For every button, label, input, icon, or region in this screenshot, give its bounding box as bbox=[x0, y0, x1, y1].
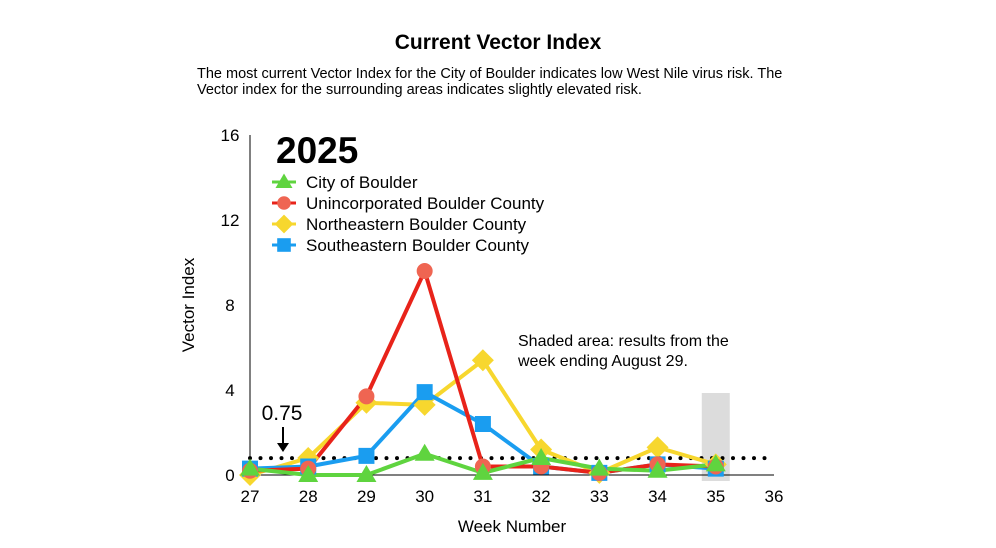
x-tick-label: 29 bbox=[357, 487, 376, 506]
legend-item: Unincorporated Boulder County bbox=[272, 194, 545, 213]
legend-label: Southeastern Boulder County bbox=[306, 236, 530, 255]
data-point-diamond bbox=[646, 436, 669, 459]
chart-title: Current Vector Index bbox=[394, 31, 602, 54]
x-tick-label: 32 bbox=[532, 487, 551, 506]
y-tick-label: 16 bbox=[221, 126, 240, 145]
y-axis-label: Vector Index bbox=[179, 257, 198, 352]
data-point-triangle bbox=[472, 462, 493, 480]
data-point-triangle bbox=[531, 448, 552, 465]
x-tick-label: 35 bbox=[706, 487, 725, 506]
x-tick-label: 33 bbox=[590, 487, 609, 506]
legend-item: Northeastern Boulder County bbox=[272, 214, 527, 234]
data-point-square bbox=[416, 384, 433, 401]
threshold-label: 0.75 bbox=[262, 402, 303, 425]
data-point-triangle bbox=[589, 458, 610, 476]
year-label: 2025 bbox=[276, 130, 358, 171]
x-tick-label: 27 bbox=[241, 487, 260, 506]
series-line-1 bbox=[249, 269, 716, 475]
legend-label: City of Boulder bbox=[306, 173, 418, 192]
data-point-triangle bbox=[647, 460, 668, 478]
legend-swatch-circle bbox=[277, 196, 291, 210]
data-point-triangle bbox=[705, 454, 726, 472]
legend-item: City of Boulder bbox=[272, 173, 418, 192]
y-tick-label: 12 bbox=[221, 211, 240, 230]
data-point-diamond bbox=[471, 349, 494, 372]
data-point-square bbox=[474, 416, 491, 432]
x-axis-label: Week Number bbox=[458, 517, 567, 536]
x-tick-label: 28 bbox=[299, 487, 318, 506]
legend-swatch-diamond bbox=[274, 214, 294, 234]
x-tick-label: 34 bbox=[648, 487, 667, 506]
data-point-triangle bbox=[414, 443, 435, 461]
y-tick-label: 4 bbox=[225, 381, 234, 400]
y-tick-label: 0 bbox=[225, 466, 234, 485]
data-point-square bbox=[358, 447, 375, 464]
legend-item: Southeastern Boulder County bbox=[272, 236, 530, 255]
legend-swatch-triangle bbox=[275, 173, 293, 188]
threshold-arrow-head bbox=[277, 443, 289, 452]
legend-label: Northeastern Boulder County bbox=[306, 215, 527, 234]
chart-subtitle: The most current Vector Index for the Ci… bbox=[197, 66, 783, 98]
y-tick-label: 8 bbox=[225, 296, 234, 315]
annotation-line: Shaded area: results from the bbox=[518, 333, 729, 350]
x-tick-label: 31 bbox=[473, 487, 492, 506]
data-point-triangle bbox=[356, 465, 377, 482]
legend-swatch-square bbox=[277, 238, 291, 252]
annotation-line: week ending August 29. bbox=[517, 353, 688, 370]
x-tick-label: 30 bbox=[415, 487, 434, 506]
legend-label: Unincorporated Boulder County bbox=[306, 194, 545, 213]
data-point-circle bbox=[416, 263, 433, 279]
x-tick-label: 36 bbox=[765, 487, 784, 506]
data-point-triangle bbox=[240, 458, 260, 476]
data-point-triangle bbox=[298, 465, 319, 482]
data-point-circle bbox=[358, 388, 375, 405]
